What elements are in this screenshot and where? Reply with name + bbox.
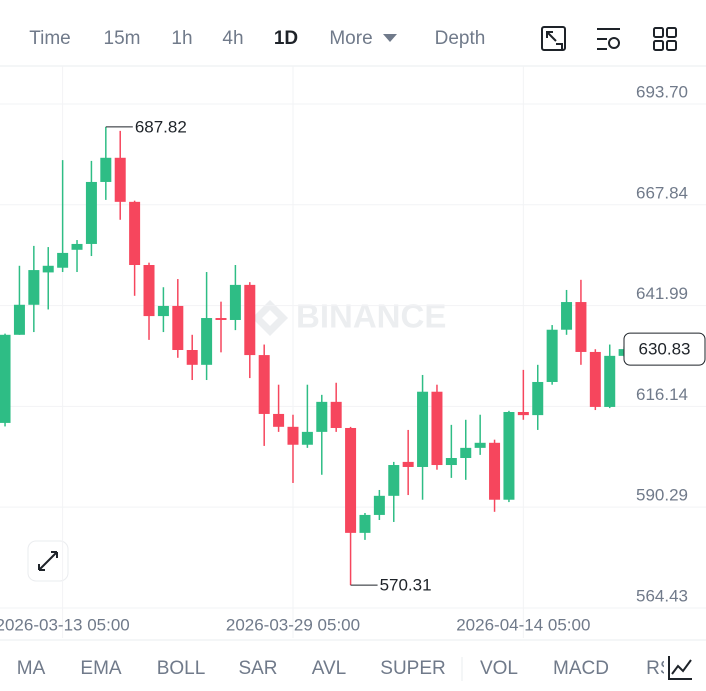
- indicator-tab[interactable]: MACD: [553, 658, 609, 679]
- indicator-tab[interactable]: SAR: [238, 658, 277, 679]
- candle-body: [503, 411, 515, 500]
- current-price-label: 630.83: [639, 340, 691, 359]
- watermark: BINANCE: [252, 298, 446, 336]
- candle-body: [431, 391, 443, 466]
- candle-body: [273, 413, 285, 427]
- indicator-tab[interactable]: EMA: [80, 658, 122, 679]
- candle-body: [373, 495, 385, 515]
- indicator-tab[interactable]: MA: [17, 658, 46, 679]
- candle-body: [28, 270, 40, 305]
- candle-body: [201, 318, 213, 365]
- indicator-chart-icon[interactable]: [668, 656, 692, 680]
- candle-body: [57, 252, 69, 268]
- fullscreen-toggle-icon[interactable]: [541, 26, 566, 51]
- y-tick-label: 667.84: [636, 183, 688, 202]
- x-tick-label: 2026-04-14 05:00: [456, 615, 590, 634]
- candle-body: [402, 461, 414, 467]
- candle-body: [359, 514, 371, 533]
- more-dropdown-arrow[interactable]: [383, 34, 397, 42]
- timeframe-tab[interactable]: 1D: [274, 28, 298, 49]
- low-marker-label: 570.31: [380, 576, 432, 595]
- candle-body: [42, 265, 54, 273]
- candle-body: [604, 355, 616, 407]
- candle-body: [388, 465, 400, 496]
- x-tick-label: 2026-03-13 05:00: [0, 615, 130, 634]
- candle-body: [445, 458, 457, 466]
- current-price-box: [623, 332, 706, 366]
- y-tick-label: 616.14: [636, 385, 688, 404]
- high-marker-label: 687.82: [135, 117, 187, 136]
- timeframe-tab[interactable]: Time: [29, 28, 71, 49]
- candle-body: [517, 411, 529, 416]
- timeframe-tab[interactable]: 4h: [222, 28, 243, 49]
- candle-body: [186, 350, 198, 365]
- candle-body: [561, 302, 573, 330]
- y-tick-label: 590.29: [636, 486, 688, 505]
- candle-body: [316, 401, 328, 432]
- candle-body: [460, 447, 472, 459]
- y-tick-label: 641.99: [636, 284, 688, 303]
- candle-body: [474, 442, 486, 448]
- candle-body: [489, 442, 501, 500]
- timeframe-tab[interactable]: More: [329, 28, 372, 49]
- y-tick-label: 564.43: [636, 586, 688, 605]
- candle-body: [114, 157, 126, 202]
- candle-body: [546, 329, 558, 382]
- indicator-tab[interactable]: BOLL: [157, 658, 206, 679]
- candle-body: [215, 318, 227, 320]
- candle-body: [575, 302, 587, 352]
- candle-body: [172, 305, 184, 351]
- candle-body: [532, 381, 544, 416]
- y-tick-label: 693.70: [636, 82, 688, 101]
- candle-body: [258, 355, 270, 414]
- candle-body: [618, 349, 626, 356]
- watermark-text: BINANCE: [296, 298, 446, 335]
- candle-body: [0, 334, 11, 423]
- candle-body: [85, 181, 97, 244]
- candle-body: [129, 201, 141, 266]
- candle-body: [301, 431, 313, 445]
- indicator-tab[interactable]: AVL: [312, 658, 347, 679]
- candle-body: [330, 401, 342, 428]
- candle-body: [143, 265, 155, 317]
- candle-body: [71, 243, 83, 250]
- timeframe-tab[interactable]: 1h: [171, 28, 192, 49]
- candle-body: [229, 284, 241, 320]
- layout-icon[interactable]: [653, 27, 677, 51]
- candle-body: [244, 284, 256, 356]
- plot-area: [0, 126, 626, 586]
- candle-body: [287, 426, 299, 445]
- expand-chart-button[interactable]: [27, 540, 69, 582]
- candle-body: [345, 427, 357, 533]
- indicator-tab[interactable]: SUPER: [380, 658, 445, 679]
- indicator-tab[interactable]: VOL: [480, 658, 518, 679]
- candle-body: [157, 305, 169, 317]
- candle-body: [589, 351, 601, 407]
- candle-body: [13, 304, 25, 335]
- timeframe-tab[interactable]: 15m: [104, 28, 141, 49]
- timeframe-tab[interactable]: Depth: [435, 28, 486, 49]
- candle-body: [417, 391, 429, 467]
- x-tick-label: 2026-03-29 05:00: [226, 615, 360, 634]
- candle-body: [100, 157, 112, 182]
- settings-icon[interactable]: [597, 28, 620, 50]
